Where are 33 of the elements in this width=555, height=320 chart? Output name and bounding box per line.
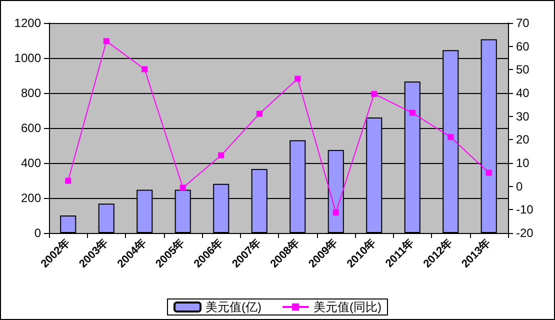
y2-tick-label: 10 [516, 156, 530, 170]
y2-tick-label: 40 [516, 86, 530, 100]
point [448, 134, 454, 140]
y-tick-label: 1200 [14, 16, 42, 30]
y2-tick-label: -20 [516, 226, 534, 240]
legend-label: 美元值(同比) [314, 300, 382, 314]
y2-tick-label: 70 [516, 16, 530, 30]
y-tick-label: 200 [20, 191, 42, 205]
point [294, 76, 301, 82]
bar [98, 204, 114, 233]
y2-tick-label: -10 [516, 202, 534, 217]
point [332, 209, 339, 216]
y2-tick-label: 60 [516, 39, 530, 54]
y-tick-label: 400 [20, 156, 42, 170]
point [486, 170, 492, 176]
y2-tick-label: 20 [516, 132, 530, 147]
legend-label: 美元值(亿) [206, 300, 262, 314]
point [371, 90, 378, 97]
point [256, 110, 262, 117]
point [218, 152, 224, 158]
y-tick-label: 0 [34, 226, 42, 240]
y2-tick-label: 50 [516, 62, 530, 77]
bar [60, 216, 76, 233]
point [409, 110, 416, 116]
y-tick-label: 600 [20, 121, 42, 135]
point [180, 184, 186, 191]
y-tick-label: 1000 [14, 51, 42, 65]
point [103, 38, 110, 44]
point [142, 66, 148, 72]
point [65, 178, 72, 184]
y2-tick-label: 30 [516, 109, 530, 124]
y2-tick-label: 0 [516, 179, 523, 194]
y-tick-label: 800 [20, 86, 42, 100]
